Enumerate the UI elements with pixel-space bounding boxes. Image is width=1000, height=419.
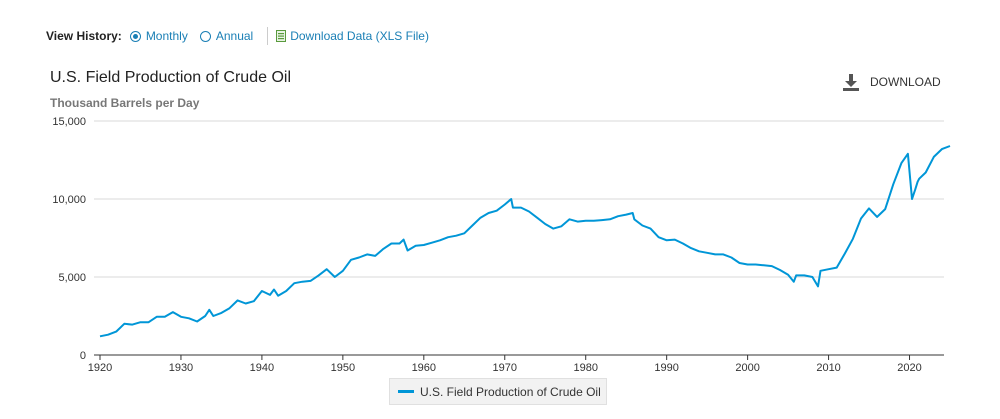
download-button-label: DOWNLOAD <box>870 75 941 89</box>
x-tick-labels: 1920 1930 1940 1950 1960 1970 1980 1990 2000 2010… <box>88 362 922 374</box>
monthly-radio-label: Monthly <box>145 29 188 43</box>
axes <box>94 354 944 360</box>
view-history-bar: View History: Monthly Annual Download Da… <box>46 27 429 45</box>
gridlines <box>94 120 944 278</box>
legend[interactable]: U.S. Field Production of Crude Oil <box>389 378 607 405</box>
x-tick-label: 2010 <box>816 362 840 374</box>
chart-title: U.S. Field Production of Crude Oil <box>50 69 291 86</box>
radio-unchecked-icon[interactable] <box>199 30 211 42</box>
x-tick-label: 2020 <box>897 362 921 374</box>
monthly-radio[interactable]: Monthly <box>129 29 188 43</box>
series-layer <box>99 145 951 338</box>
series-line-crude-oil <box>99 145 951 338</box>
view-history-label: View History: <box>46 29 122 43</box>
annual-radio[interactable]: Annual <box>199 29 254 43</box>
toolbar-divider <box>267 27 269 45</box>
radio-checked-icon[interactable] <box>129 30 141 42</box>
x-tick-label: 1960 <box>412 362 436 374</box>
y-tick-label: 10,000 <box>52 194 86 206</box>
legend-label: U.S. Field Production of Crude Oil <box>420 384 601 399</box>
x-tick-label: 1940 <box>250 362 274 374</box>
annual-radio-label: Annual <box>215 29 254 43</box>
x-tick-label: 1920 <box>88 362 112 374</box>
spreadsheet-icon <box>276 30 287 42</box>
x-tick-label: 1930 <box>169 362 193 374</box>
download-icon <box>843 74 859 91</box>
x-tick-label: 1980 <box>573 362 597 374</box>
y-tick-labels: 0 5,000 10,000 15,000 <box>52 116 86 362</box>
x-tick-label: 2000 <box>735 362 759 374</box>
download-button[interactable]: DOWNLOAD <box>842 73 941 91</box>
x-tick-label: 1970 <box>493 362 517 374</box>
chart-subtitle: Thousand Barrels per Day <box>50 96 200 110</box>
x-tick-label: 1950 <box>331 362 355 374</box>
download-xls-link[interactable]: Download Data (XLS File) <box>276 29 429 43</box>
y-tick-label: 15,000 <box>52 116 86 128</box>
download-xls-label: Download Data (XLS File) <box>290 29 429 43</box>
y-tick-label: 0 <box>80 350 86 362</box>
legend-swatch <box>398 390 414 393</box>
x-tick-label: 1990 <box>654 362 678 374</box>
y-tick-label: 5,000 <box>58 272 86 284</box>
